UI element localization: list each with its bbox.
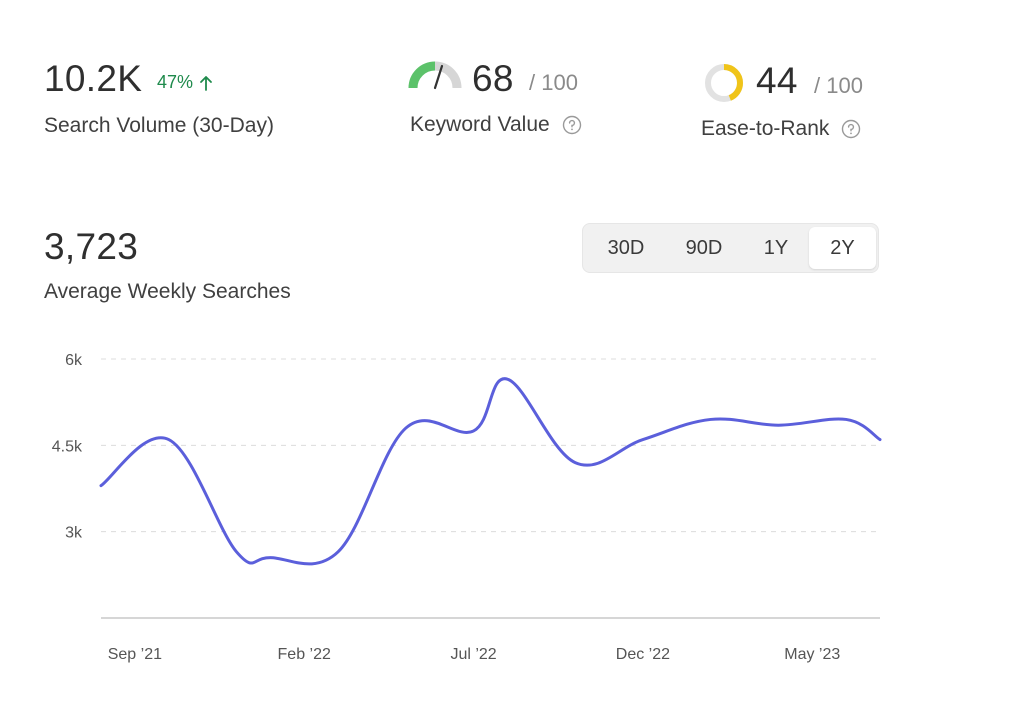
range-option-2y[interactable]: 2Y bbox=[809, 227, 876, 269]
ease-to-rank-number: 44 bbox=[756, 60, 798, 101]
ease-to-rank-label: Ease-to-Rank bbox=[701, 117, 830, 140]
y-tick-label: 6k bbox=[65, 352, 83, 369]
help-icon[interactable] bbox=[841, 119, 861, 139]
range-option-90d[interactable]: 90D bbox=[685, 237, 723, 259]
average-weekly-label: Average Weekly Searches bbox=[44, 280, 291, 303]
y-tick-label: 4.5k bbox=[52, 438, 83, 455]
x-tick-label: May ’23 bbox=[784, 646, 840, 663]
search-volume-trend: 47% bbox=[157, 72, 213, 93]
x-tick-label: Feb ’22 bbox=[278, 646, 331, 663]
keyword-value-label-row: Keyword Value bbox=[410, 113, 582, 137]
search-volume-chart: 6k 4.5k 3k Sep ’21 Feb ’22 Jul ’22 Dec ’22 May… bbox=[52, 352, 882, 663]
ease-to-rank-outof: / 100 bbox=[814, 73, 863, 98]
arrow-up-icon bbox=[200, 75, 212, 91]
search-volume-label: Search Volume (30-Day) bbox=[44, 114, 274, 137]
keyword-value-label: Keyword Value bbox=[410, 113, 550, 136]
y-tick-label: 3k bbox=[65, 525, 83, 542]
average-weekly-value: 3,723 bbox=[44, 226, 139, 267]
range-option-1y[interactable]: 1Y bbox=[763, 237, 789, 259]
range-option-30d[interactable]: 30D bbox=[607, 237, 645, 259]
keyword-value-outof: / 100 bbox=[529, 70, 578, 95]
keyword-value-number: 68 bbox=[472, 58, 514, 99]
ease-to-rank-label-row: Ease-to-Rank bbox=[701, 117, 861, 141]
x-tick-label: Sep ’21 bbox=[108, 646, 162, 663]
ring-progress-icon bbox=[705, 64, 743, 102]
search-volume-value: 10.2K bbox=[44, 58, 143, 99]
trend-percent: 47% bbox=[157, 72, 194, 92]
gauge-icon bbox=[408, 61, 462, 90]
help-icon[interactable] bbox=[562, 115, 582, 135]
x-tick-label: Jul ’22 bbox=[450, 646, 496, 663]
x-tick-label: Dec ’22 bbox=[616, 646, 670, 663]
series-line bbox=[99, 377, 882, 566]
range-selector: 30D 90D 1Y 2Y bbox=[582, 223, 879, 273]
